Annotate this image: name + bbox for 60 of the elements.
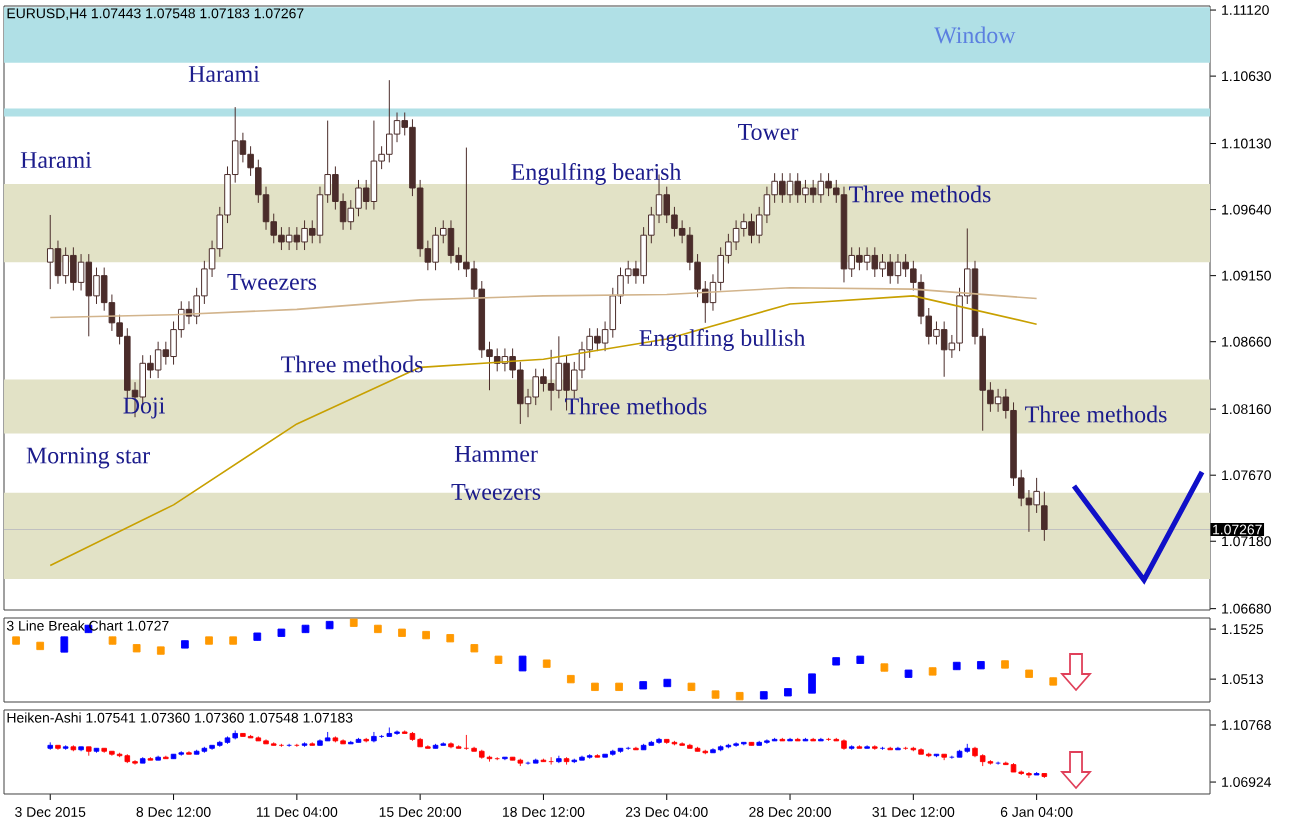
candlestick xyxy=(62,246,69,285)
candlestick xyxy=(154,341,162,379)
annotation: Harami xyxy=(20,151,92,169)
candlestick xyxy=(933,320,940,345)
annotation: Tower xyxy=(738,124,799,140)
candlestick xyxy=(663,186,671,224)
candlestick xyxy=(54,240,62,285)
candlestick xyxy=(808,673,816,694)
candlestick xyxy=(301,219,308,251)
candlestick xyxy=(886,253,894,285)
candlestick xyxy=(293,226,301,251)
candlestick xyxy=(548,756,554,766)
annotation: Three methods xyxy=(281,355,423,373)
candlestick xyxy=(817,172,825,204)
candlestick xyxy=(748,213,755,244)
candlestick xyxy=(825,172,832,197)
candlestick xyxy=(879,253,886,278)
candlestick xyxy=(394,730,400,736)
candlestick xyxy=(77,253,85,291)
candlestick xyxy=(779,172,786,204)
candlestick xyxy=(447,219,455,265)
candlestick xyxy=(432,226,439,271)
candlestick xyxy=(594,327,601,352)
candlestick xyxy=(285,226,293,251)
candlestick xyxy=(85,253,93,337)
candlestick xyxy=(809,179,817,204)
candlestick xyxy=(540,368,547,393)
candlestick xyxy=(856,246,863,271)
candlestick xyxy=(370,120,378,211)
candlestick xyxy=(1041,491,1048,542)
annotation: Three methods xyxy=(849,185,991,203)
annotation: Tweezers xyxy=(227,274,317,290)
annotation: Harami xyxy=(188,65,260,83)
candlestick xyxy=(386,79,393,163)
candlestick xyxy=(994,388,1002,413)
candlestick xyxy=(940,320,948,378)
candlestick xyxy=(547,349,555,411)
annotation: Engulfing bullish xyxy=(639,329,806,352)
candlestick xyxy=(93,267,100,305)
candlestick xyxy=(355,179,362,217)
candlestick xyxy=(902,253,909,278)
candlestick xyxy=(278,226,285,251)
candlestick xyxy=(871,246,879,278)
annotation: Hammer xyxy=(454,446,538,462)
candlestick xyxy=(863,246,871,271)
annotation: Tweezers xyxy=(451,484,541,500)
candlestick xyxy=(802,179,809,204)
line-series xyxy=(49,286,1038,319)
candlestick xyxy=(463,734,470,751)
annotation: Engulfing bearish xyxy=(511,162,682,185)
annotation: Morning star xyxy=(26,447,150,469)
annotation: Three methods xyxy=(1025,405,1167,423)
band-label: Window xyxy=(934,26,1016,44)
candlestick xyxy=(70,246,77,291)
candlestick xyxy=(794,172,802,204)
annotation: Three methods xyxy=(565,397,707,415)
candlestick xyxy=(46,214,54,290)
candlestick xyxy=(732,219,740,251)
annotation: Doji xyxy=(123,397,165,419)
candlestick xyxy=(517,361,524,425)
